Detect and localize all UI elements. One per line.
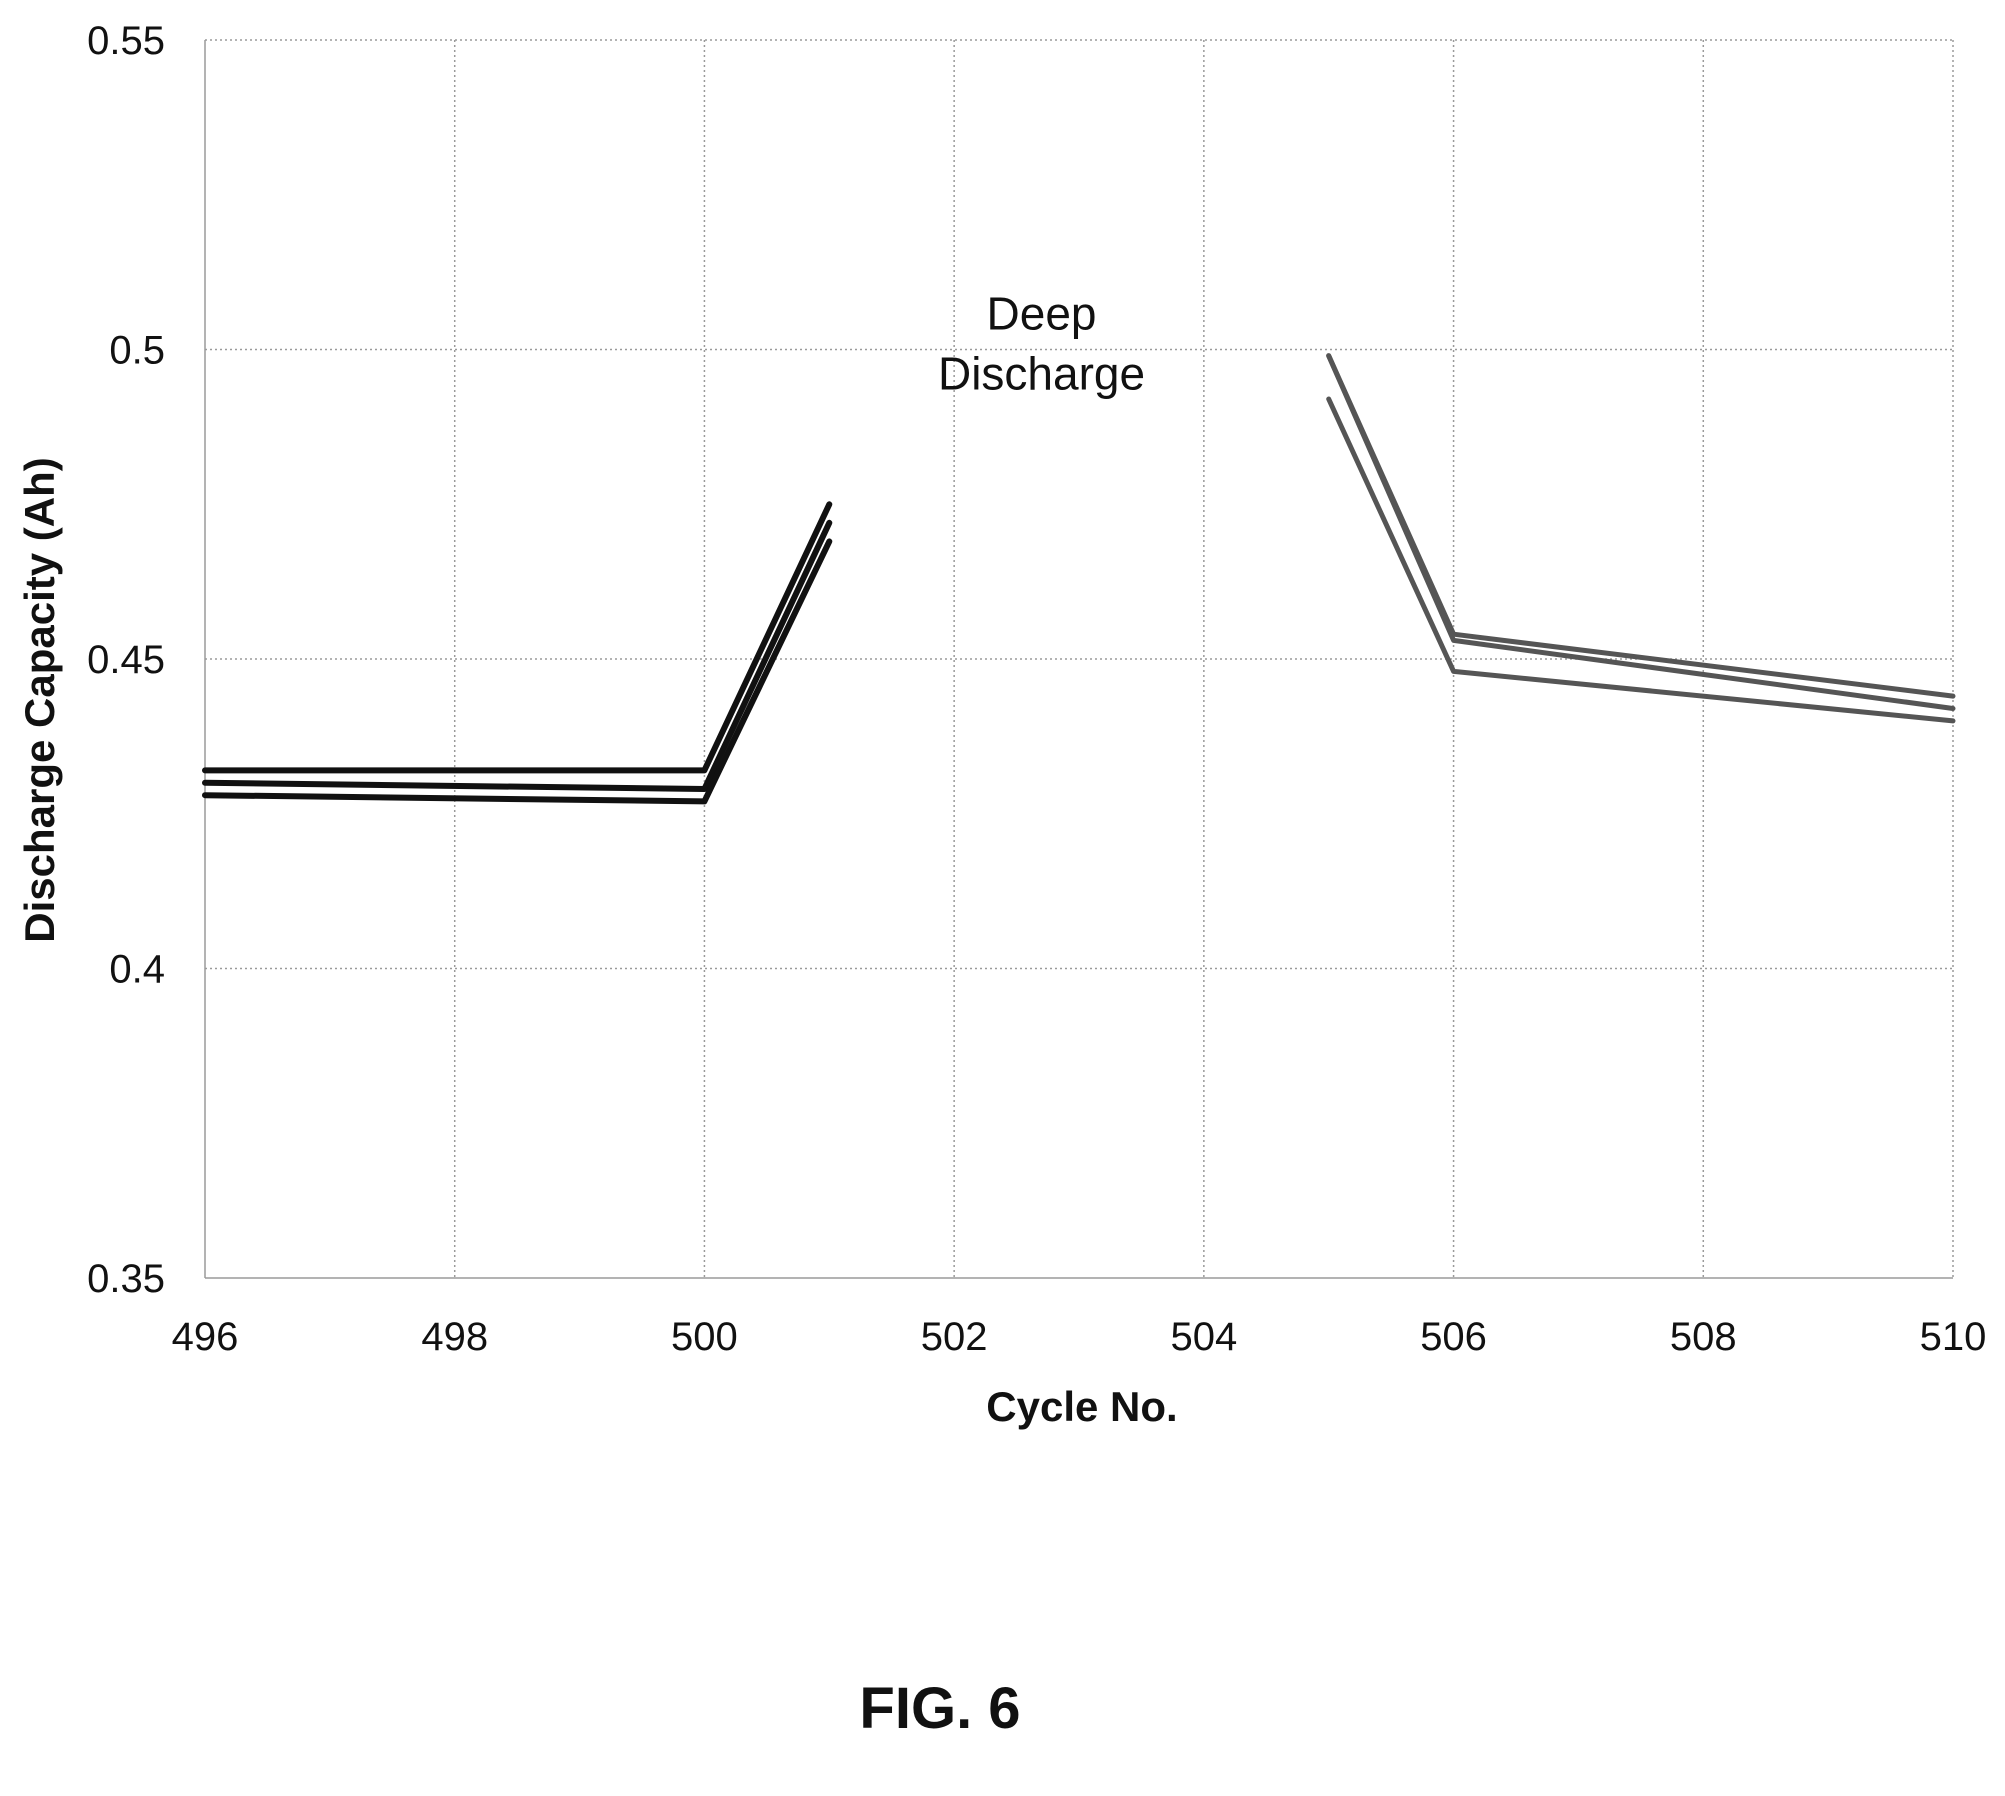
y-tick-label: 0.45 xyxy=(87,638,165,682)
x-tick-label: 496 xyxy=(172,1315,239,1359)
series-line-1 xyxy=(202,501,833,774)
series-line-5 xyxy=(1326,353,1956,711)
annotation-line: Discharge xyxy=(938,347,1145,399)
x-tick-label: 506 xyxy=(1420,1315,1487,1359)
figure-label: FIG. 6 xyxy=(859,1676,1020,1741)
y-tick-label: 0.35 xyxy=(87,1257,165,1301)
grid-lines xyxy=(205,39,1954,1278)
x-axis-title: Cycle No. xyxy=(986,1383,1177,1430)
x-tick-label: 510 xyxy=(1920,1315,1987,1359)
x-tick-label: 504 xyxy=(1170,1315,1237,1359)
deep-discharge-annotation: Deep Discharge xyxy=(938,287,1145,399)
series-lines xyxy=(202,353,1956,805)
series-line-4 xyxy=(1326,353,1956,699)
y-tick-label: 0.5 xyxy=(109,329,165,373)
x-tick-label: 502 xyxy=(921,1315,988,1359)
series-line-2 xyxy=(202,519,833,792)
y-tick-label: 0.55 xyxy=(87,19,165,63)
y-axis-title: Discharge Capacity (Ah) xyxy=(16,457,63,942)
annotation-line: Deep xyxy=(987,287,1097,339)
axes xyxy=(204,40,1953,1279)
x-tick-label: 498 xyxy=(421,1315,488,1359)
series-line-6 xyxy=(1326,396,1956,724)
series-line-3 xyxy=(202,538,833,805)
x-tick-label: 500 xyxy=(671,1315,738,1359)
y-tick-label: 0.4 xyxy=(109,948,165,992)
tick-labels: 0.35 0.4 0.45 0.5 0.55 496 498 500 502 504 506 508 5… xyxy=(87,19,1986,1359)
x-tick-label: 508 xyxy=(1670,1315,1737,1359)
